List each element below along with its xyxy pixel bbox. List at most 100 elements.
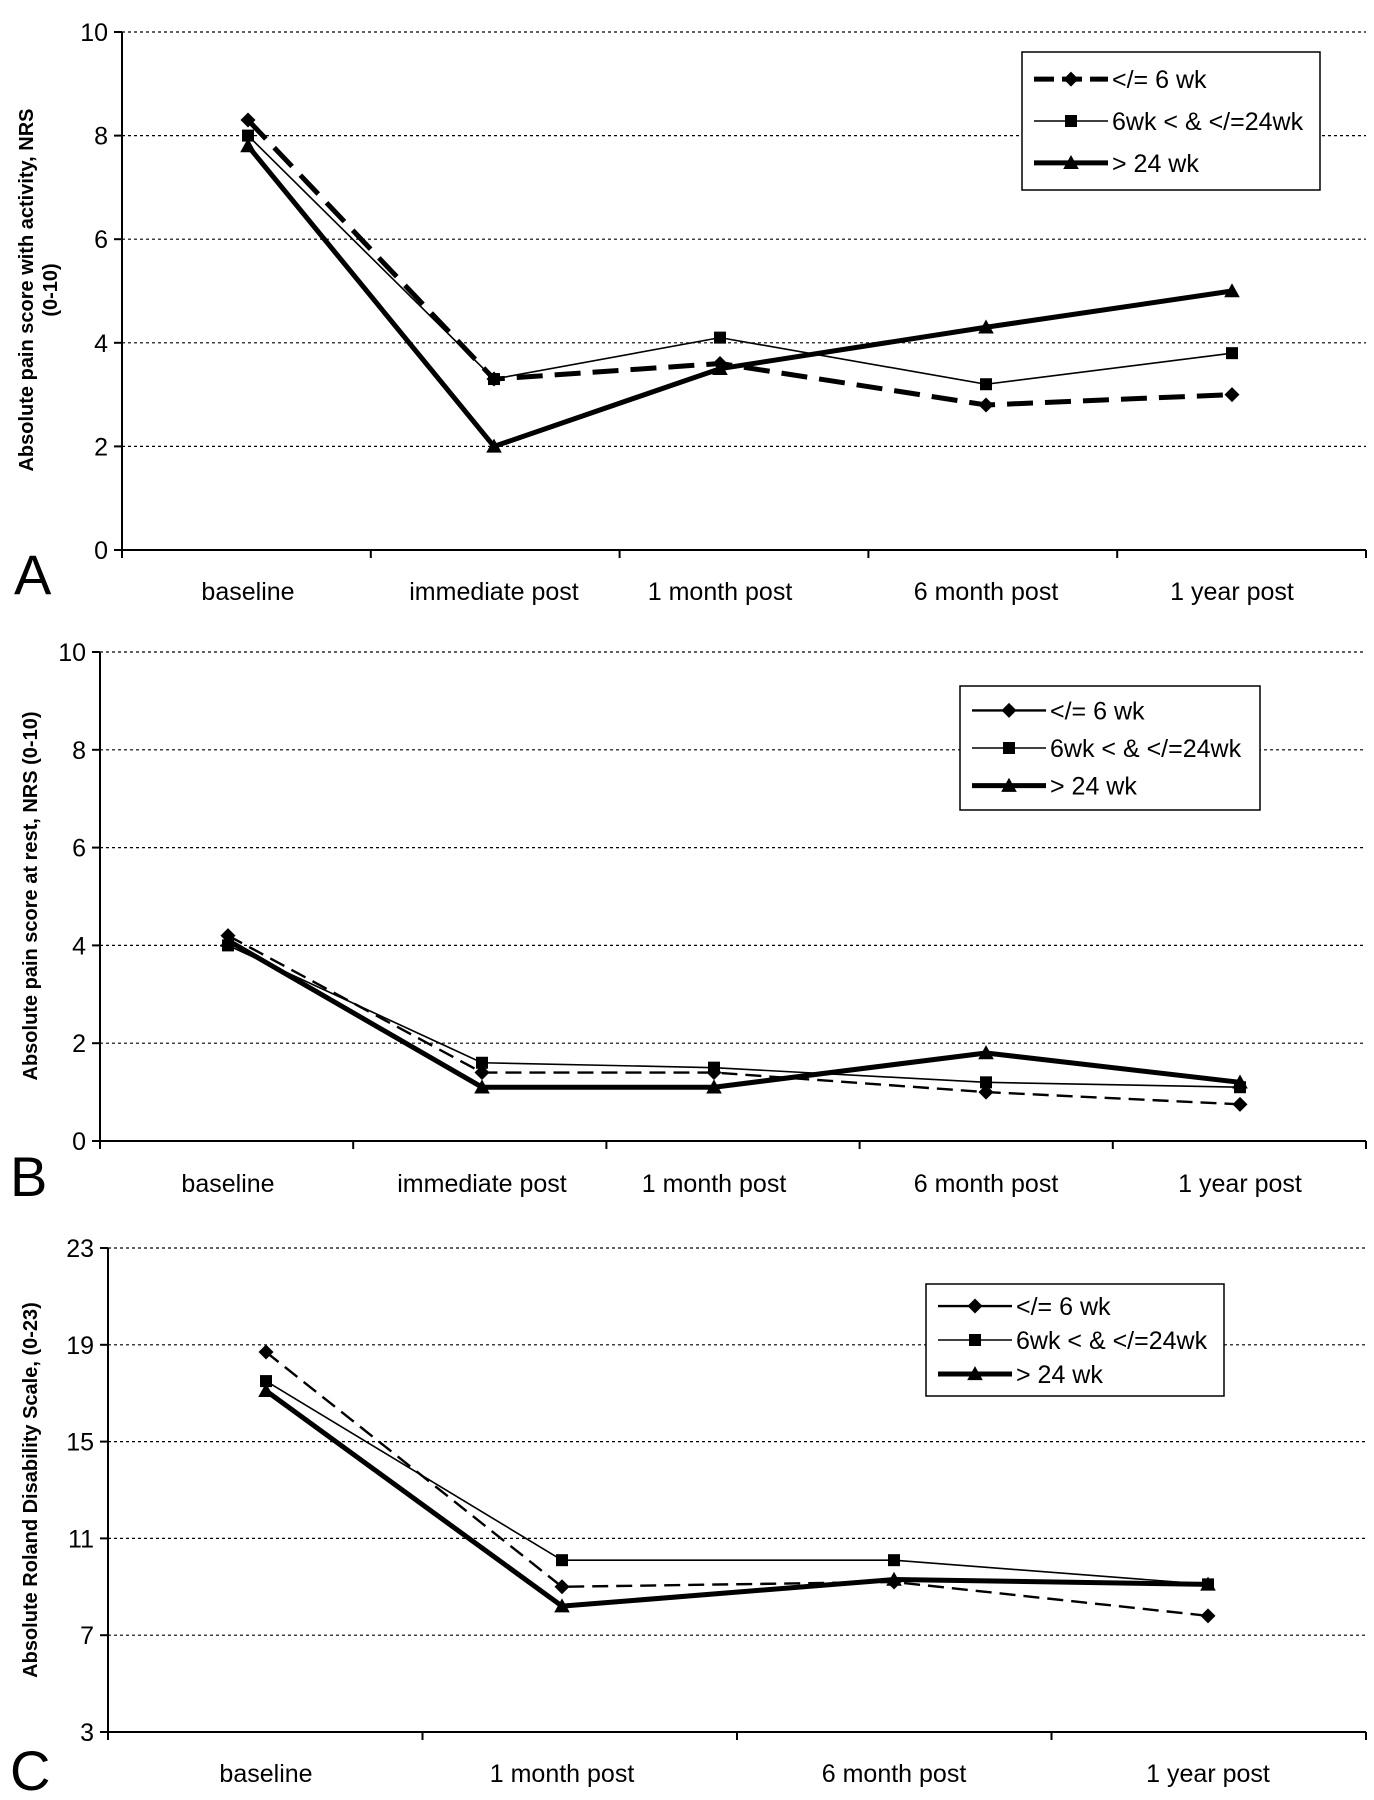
y-axis-label: Absolute pain score with activity, NRS (0… (16, 108, 62, 471)
series-line (226, 938, 1241, 1090)
x-tick-label: 1 month post (490, 1760, 635, 1788)
data-point (712, 360, 728, 375)
chart-panel-c: 3 7 11 15 19 23 baseline 1 month post 6 month po… (10, 1235, 1367, 1800)
series-line (264, 1388, 1209, 1609)
data-point (1226, 347, 1238, 360)
panel-letter: A (14, 543, 52, 606)
legend: </= 6 wk 6wk < & </=24wk > 24 wk (959, 685, 1261, 811)
legend-label: > 24 wk (1016, 1361, 1103, 1389)
data-point (476, 1056, 488, 1069)
data-point (1200, 1608, 1216, 1624)
y-tick-label: 6 (72, 835, 86, 863)
x-tick-label: 1 year post (1178, 1170, 1302, 1198)
series-3 (240, 138, 1240, 453)
data-point (1224, 387, 1240, 403)
legend-marker (967, 1298, 983, 1314)
legend-marker (967, 1366, 983, 1381)
legend-marker (1001, 702, 1017, 718)
data-point (474, 1079, 490, 1094)
data-point (1200, 1576, 1216, 1591)
x-tick-label: 1 month post (642, 1170, 787, 1198)
y-axis-label-line: Absolute pain score at rest, NRS (0-10) (20, 712, 42, 1081)
data-point (980, 1076, 992, 1089)
y-tick-label: 0 (94, 537, 108, 565)
series-3 (220, 932, 1248, 1094)
legend-label: </= 6 wk (1016, 1293, 1111, 1321)
y-tick-label: 0 (72, 1128, 86, 1156)
panel-letter: B (10, 1145, 47, 1208)
data-point (474, 1065, 490, 1081)
legend-marker (1063, 71, 1079, 87)
legend-label: </= 6 wk (1112, 66, 1207, 94)
data-point (486, 438, 502, 453)
data-point (258, 1344, 274, 1360)
data-point (488, 373, 500, 386)
data-point (978, 319, 994, 334)
data-point (888, 1554, 900, 1567)
y-axis-label-line: Absolute Roland Disability Scale, (0-23) (20, 1302, 42, 1678)
x-tick-label: baseline (181, 1170, 274, 1198)
y-tick-label: 23 (66, 1235, 94, 1263)
series-3 (258, 1382, 1216, 1613)
data-point (556, 1554, 568, 1567)
legend-marker (1003, 742, 1015, 754)
y-axis-label: Absolute Roland Disability Scale, (0-23) (20, 1302, 42, 1678)
data-point (980, 378, 992, 391)
x-tick-label: immediate post (409, 578, 579, 606)
x-tick-label: 1 year post (1146, 1760, 1270, 1788)
data-point (714, 331, 726, 344)
data-point (220, 932, 236, 947)
legend-marker (1001, 777, 1017, 792)
legend-label: 6wk < & </=24wk (1112, 108, 1304, 136)
y-tick-label: 10 (80, 19, 108, 47)
data-point (240, 112, 256, 128)
y-axis-label-line: (0-10) (40, 263, 62, 316)
series-line (265, 1380, 1209, 1586)
series-line (265, 1351, 1209, 1618)
x-tick-label: baseline (219, 1760, 312, 1788)
y-tick-label: 15 (66, 1429, 94, 1457)
data-point (978, 1045, 994, 1060)
data-point (978, 397, 994, 413)
y-tick-label: 6 (94, 226, 108, 254)
panel-letter: C (10, 1739, 50, 1800)
legend-marker (969, 1334, 981, 1346)
y-axis-label-line: Absolute pain score with activity, NRS (16, 108, 38, 471)
y-tick-label: 19 (66, 1332, 94, 1360)
data-point (240, 138, 256, 153)
data-point (706, 1079, 722, 1094)
y-tick-label: 7 (80, 1622, 94, 1650)
data-point (708, 1061, 720, 1074)
chart-panel-b: 0 2 4 6 8 10 baseline immediate post 1 month pos… (10, 639, 1367, 1208)
x-tick-label: 6 month post (914, 578, 1059, 606)
series-2 (260, 1375, 1214, 1591)
y-tick-label: 2 (72, 1030, 86, 1058)
y-axis-label: Absolute pain score at rest, NRS (0-10) (20, 712, 42, 1081)
data-point (1224, 283, 1240, 298)
data-point (1232, 1074, 1248, 1089)
legend: </= 6 wk 6wk < & </=24wk > 24 wk (1021, 51, 1321, 191)
data-point (978, 1084, 994, 1100)
y-tick-label: 4 (72, 932, 86, 960)
y-tick-label: 10 (58, 639, 86, 667)
x-tick-label: 1 year post (1170, 578, 1294, 606)
data-point (886, 1571, 902, 1586)
legend-marker (1063, 155, 1079, 170)
y-tick-label: 11 (68, 1525, 94, 1553)
x-tick-label: 6 month post (914, 1170, 1059, 1198)
y-tick-label: 4 (94, 330, 108, 358)
x-tick-label: immediate post (397, 1170, 567, 1198)
data-point (258, 1382, 274, 1398)
legend-marker (1065, 115, 1077, 127)
data-point (260, 1375, 272, 1388)
y-tick-label: 2 (94, 433, 108, 461)
legend-label: > 24 wk (1050, 773, 1137, 801)
y-tick-label: 8 (72, 737, 86, 765)
legend: </= 6 wk 6wk < & </=24wk > 24 wk (925, 1283, 1225, 1397)
series-line (227, 934, 1241, 1106)
legend-label: 6wk < & </=24wk (1016, 1327, 1208, 1355)
data-point (1232, 1096, 1248, 1112)
x-tick-label: 1 month post (648, 578, 793, 606)
chart-panel-a: 0 2 4 6 8 10 baseline immediate post 1 month pos… (14, 19, 1367, 606)
